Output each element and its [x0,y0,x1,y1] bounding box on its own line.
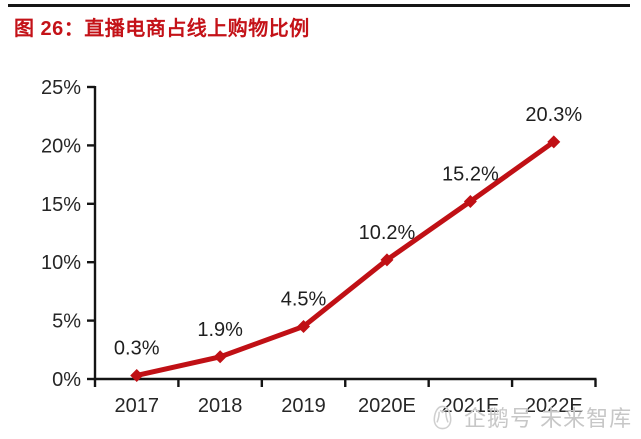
y-axis-tick-label: 0% [52,369,81,391]
penguin-icon [433,405,452,429]
x-axis-tick-label: 2022E [525,395,583,417]
chart-title: 图 26：直播电商占线上购物比例 [14,18,310,40]
y-axis-tick-label: 10% [41,252,81,274]
top-rule-divider [8,4,630,7]
watermark: 企鹅号 未来智库 [430,401,632,433]
y-axis-tick-label: 20% [41,135,81,157]
x-axis-tick-label: 2018 [198,395,243,417]
x-axis-tick-label: 2017 [114,395,159,417]
data-point-label: 10.2% [359,222,416,244]
data-point-marker [297,319,311,333]
data-point-label: 1.9% [197,319,243,341]
data-point-label: 20.3% [525,104,582,126]
x-axis-tick-label: 2021E [441,395,499,417]
x-axis-tick-label: 2020E [358,395,416,417]
data-point-marker [380,253,394,267]
watermark-text: 企鹅号 未来智库 [464,406,633,431]
y-axis-tick-label: 15% [41,194,81,216]
data-point-marker [130,368,144,382]
series-line [136,139,556,378]
data-point-marker [463,194,477,208]
y-axis-tick-label: 25% [41,77,81,99]
data-point-label: 0.3% [114,337,160,359]
data-point-marker [547,135,561,149]
data-point-label: 4.5% [281,288,327,310]
data-point-label: 15.2% [442,163,499,185]
x-axis-tick-label: 2019 [281,395,326,417]
y-axis-tick-label: 5% [52,311,81,333]
data-point-marker [213,350,227,364]
